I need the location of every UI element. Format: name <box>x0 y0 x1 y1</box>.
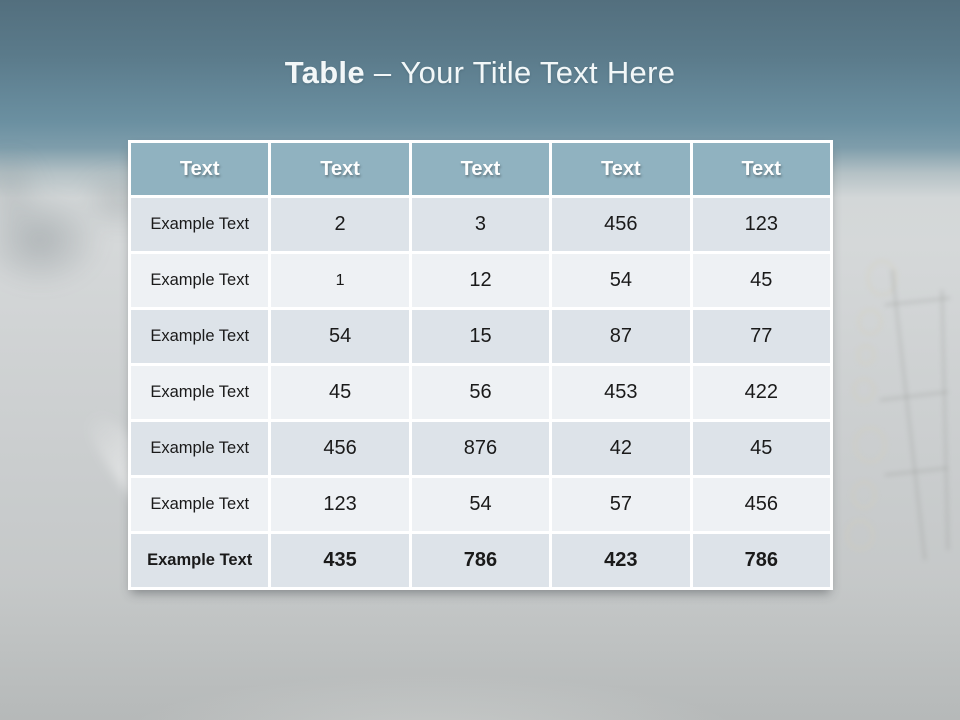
table-cell: 422 <box>689 363 834 422</box>
row-label-cell: Example Text <box>127 251 272 310</box>
slide-title: Table – Your Title Text Here <box>0 53 960 93</box>
row-label-cell: Example Text <box>127 531 272 590</box>
row-label-cell: Example Text <box>127 363 272 422</box>
table-row: Example Text 435 786 423 786 <box>127 531 834 590</box>
table-header-row: Text Text Text Text Text <box>127 140 834 198</box>
title-text: Your Title Text Here <box>400 55 676 90</box>
table-cell: 54 <box>268 307 412 366</box>
table-header-cell: Text <box>127 140 272 198</box>
table-header-cell: Text <box>408 140 553 198</box>
table-cell: 1 <box>268 251 412 310</box>
background-bottom-fog <box>0 580 960 720</box>
table-cell: 54 <box>408 475 553 534</box>
table-cell: 456 <box>549 195 693 254</box>
table-cell: 3 <box>408 195 553 254</box>
table-header-cell: Text <box>268 140 412 198</box>
table-cell: 42 <box>549 419 693 478</box>
row-label-cell: Example Text <box>127 475 272 534</box>
table-cell: 54 <box>549 251 693 310</box>
table-row: Example Text 45 56 453 422 <box>127 363 834 422</box>
table-cell: 123 <box>689 195 834 254</box>
table-row: Example Text 2 3 456 123 <box>127 195 834 254</box>
table-cell: 456 <box>268 419 412 478</box>
table-cell: 876 <box>408 419 553 478</box>
title-keyword: Table <box>284 55 365 90</box>
table-row: Example Text 123 54 57 456 <box>127 475 834 534</box>
table-cell: 15 <box>408 307 553 366</box>
table-header-cell: Text <box>689 140 834 198</box>
table-cell: 456 <box>689 475 834 534</box>
table-cell: 123 <box>268 475 412 534</box>
table-cell: 786 <box>689 531 834 590</box>
table-row: Example Text 456 876 42 45 <box>127 419 834 478</box>
row-label-cell: Example Text <box>127 195 272 254</box>
table-cell: 77 <box>689 307 834 366</box>
title-separator: – <box>373 55 392 90</box>
table-cell: 12 <box>408 251 553 310</box>
table-cell: 56 <box>408 363 553 422</box>
background-rings-artifact <box>845 259 951 561</box>
table-row: Example Text 1 12 54 45 <box>127 251 834 310</box>
table-cell: 786 <box>408 531 553 590</box>
table-cell: 87 <box>549 307 693 366</box>
table-cell: 57 <box>549 475 693 534</box>
data-table: Text Text Text Text Text Example Text 2 … <box>127 140 834 590</box>
table-row: Example Text 54 15 87 77 <box>127 307 834 366</box>
table-cell: 435 <box>268 531 412 590</box>
table-cell: 453 <box>549 363 693 422</box>
table-header-cell: Text <box>549 140 693 198</box>
row-label-cell: Example Text <box>127 419 272 478</box>
table-cell: 2 <box>268 195 412 254</box>
table-cell: 45 <box>689 419 834 478</box>
table-cell: 45 <box>689 251 834 310</box>
table-cell: 45 <box>268 363 412 422</box>
table-cell: 423 <box>549 531 693 590</box>
row-label-cell: Example Text <box>127 307 272 366</box>
